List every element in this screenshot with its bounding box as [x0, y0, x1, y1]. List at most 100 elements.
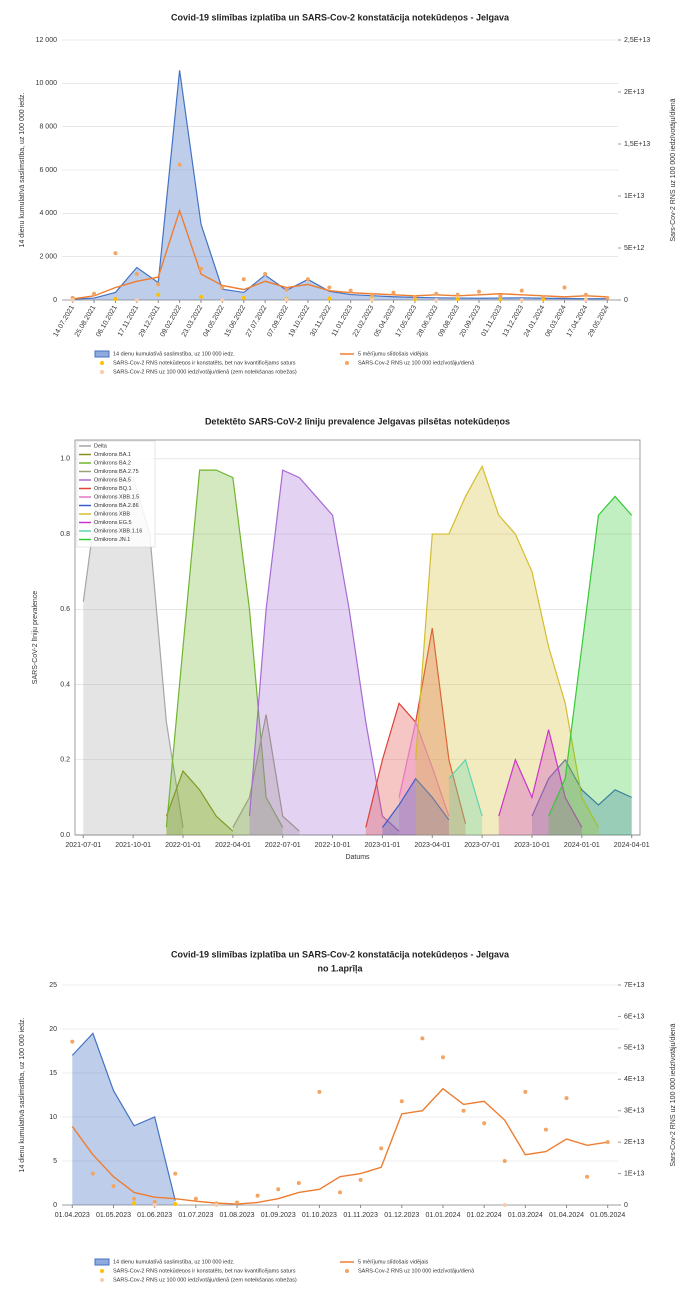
point — [177, 162, 182, 167]
x-tick-label: 01.05.2023 — [96, 1212, 131, 1219]
x-tick-label: 27.07.2022 — [245, 304, 269, 338]
point — [152, 1203, 157, 1207]
x-tick-label: 01.10.2023 — [302, 1212, 337, 1219]
point — [152, 1199, 157, 1204]
point — [399, 1099, 404, 1104]
area-fill — [498, 729, 582, 835]
point — [296, 1181, 301, 1185]
point — [70, 1039, 75, 1044]
x-tick-label: 11.01.2023 — [331, 304, 354, 337]
x-tick-label: 2023-10-01 — [514, 842, 550, 849]
x-tick-label: 01.12.2023 — [384, 1212, 419, 1219]
area-fill — [365, 628, 466, 835]
legend-label: 5 mērījumu slīdošais vidējais — [358, 1259, 429, 1265]
line — [72, 208, 608, 300]
point — [412, 294, 417, 299]
area-fill — [166, 771, 233, 835]
x-tick-label: 2024-01-01 — [564, 842, 600, 849]
y-axis-label: SARS-CoV-2 līniju prevalence — [32, 591, 39, 684]
area-fill — [72, 1033, 176, 1205]
y2-axis-label: Sars-Cov-2 RNS uz 100 000 iedzīvotāju/di… — [670, 1023, 677, 1166]
point — [263, 272, 268, 276]
y2-tick-label: 5E+13 — [624, 1045, 645, 1052]
point — [605, 1140, 610, 1145]
legend-box — [76, 440, 156, 548]
x-axis-label: Datums — [345, 854, 370, 861]
point — [241, 277, 246, 282]
point — [173, 1171, 178, 1176]
point — [284, 298, 289, 302]
y-tick-label: 6 000 — [39, 167, 57, 174]
y-tick-label: 4 000 — [39, 210, 57, 217]
x-tick-label: 01.11.2023 — [343, 1212, 378, 1219]
area-fill — [415, 466, 599, 835]
y-tick-label: 0.0 — [60, 832, 70, 839]
legend-label: Omikrons XBB.1.16 — [94, 528, 142, 534]
point — [241, 295, 246, 300]
y2-tick-label: 1,5E+13 — [624, 141, 650, 148]
legend-label: Omikrons XBB — [94, 511, 130, 517]
area-line — [232, 714, 300, 832]
area-fill — [232, 714, 300, 835]
point — [92, 291, 97, 296]
x-tick-label: 05.04.2023 — [373, 304, 397, 338]
legend-label: 5 mērījumu slīdošais vidējais — [358, 351, 429, 357]
point — [583, 292, 588, 297]
y2-tick-label: 2E+13 — [624, 89, 645, 96]
y2-tick-label: 3E+13 — [624, 1108, 645, 1115]
area-line — [415, 464, 599, 828]
point — [173, 1202, 178, 1207]
x-tick-label: 01.09.2023 — [261, 1212, 296, 1219]
point — [498, 293, 503, 298]
x-tick-label: 04.05.2022 — [202, 304, 226, 338]
point — [220, 285, 225, 290]
legend-swatch — [94, 1258, 110, 1266]
x-tick-label: 07.09.2022 — [266, 304, 290, 338]
area-fill — [166, 470, 283, 835]
legend-label: SARS-Cov-2 RNS uz 100 000 iedzīvotāju/di… — [113, 369, 297, 375]
area-line — [72, 70, 608, 300]
area-fill — [382, 778, 449, 835]
point — [255, 1193, 260, 1198]
y-tick-label: 20 — [49, 1026, 57, 1033]
point — [199, 294, 203, 299]
legend-label: SARS-Cov-2 RNS uz 100 000 iedzīvotāju/di… — [358, 360, 475, 366]
point — [434, 298, 439, 302]
point — [90, 1171, 95, 1176]
y-tick-label: 10 — [49, 1114, 57, 1121]
x-tick-label: 25.08.2021 — [74, 304, 98, 338]
point — [132, 1196, 137, 1201]
point — [214, 1203, 219, 1207]
x-tick-label: 01.05.2024 — [590, 1212, 625, 1219]
y-tick-label: 0.6 — [60, 606, 70, 613]
point — [317, 1089, 322, 1094]
area-line — [165, 469, 284, 828]
point — [498, 297, 503, 302]
point — [605, 295, 610, 300]
point — [562, 285, 567, 290]
y-axis-label: 14 dienu kumulatīvā saslimstība, uz 100 … — [19, 93, 26, 248]
point — [193, 1196, 198, 1201]
y-tick-label: 2 000 — [39, 254, 57, 261]
y-tick-label: 5 — [53, 1158, 57, 1165]
point — [348, 288, 353, 293]
point — [461, 1108, 466, 1113]
point — [440, 1055, 445, 1060]
x-tick-label: 17.05.2023 — [395, 304, 419, 338]
point — [564, 1096, 569, 1101]
point — [379, 1146, 384, 1151]
y2-axis-label: Sars-Cov-2 RNS uz 100 000 iedzīvotāju/di… — [670, 98, 677, 241]
chart-title: Covid-19 slimības izplatība un SARS-Cov-… — [171, 12, 510, 22]
point — [358, 1177, 363, 1182]
area-line — [448, 758, 483, 817]
y-tick-label: 0 — [53, 1202, 57, 1209]
y2-tick-label: 2,5E+13 — [624, 37, 650, 44]
legend-label: Omikrons BA.5 — [94, 477, 131, 483]
x-tick-label: 01.02.2024 — [467, 1212, 502, 1219]
point — [327, 296, 332, 301]
point — [541, 294, 546, 299]
x-tick-label: 24.01.2024 — [523, 304, 547, 338]
point — [235, 1200, 240, 1205]
x-tick-label: 01.04.2023 — [55, 1212, 90, 1219]
